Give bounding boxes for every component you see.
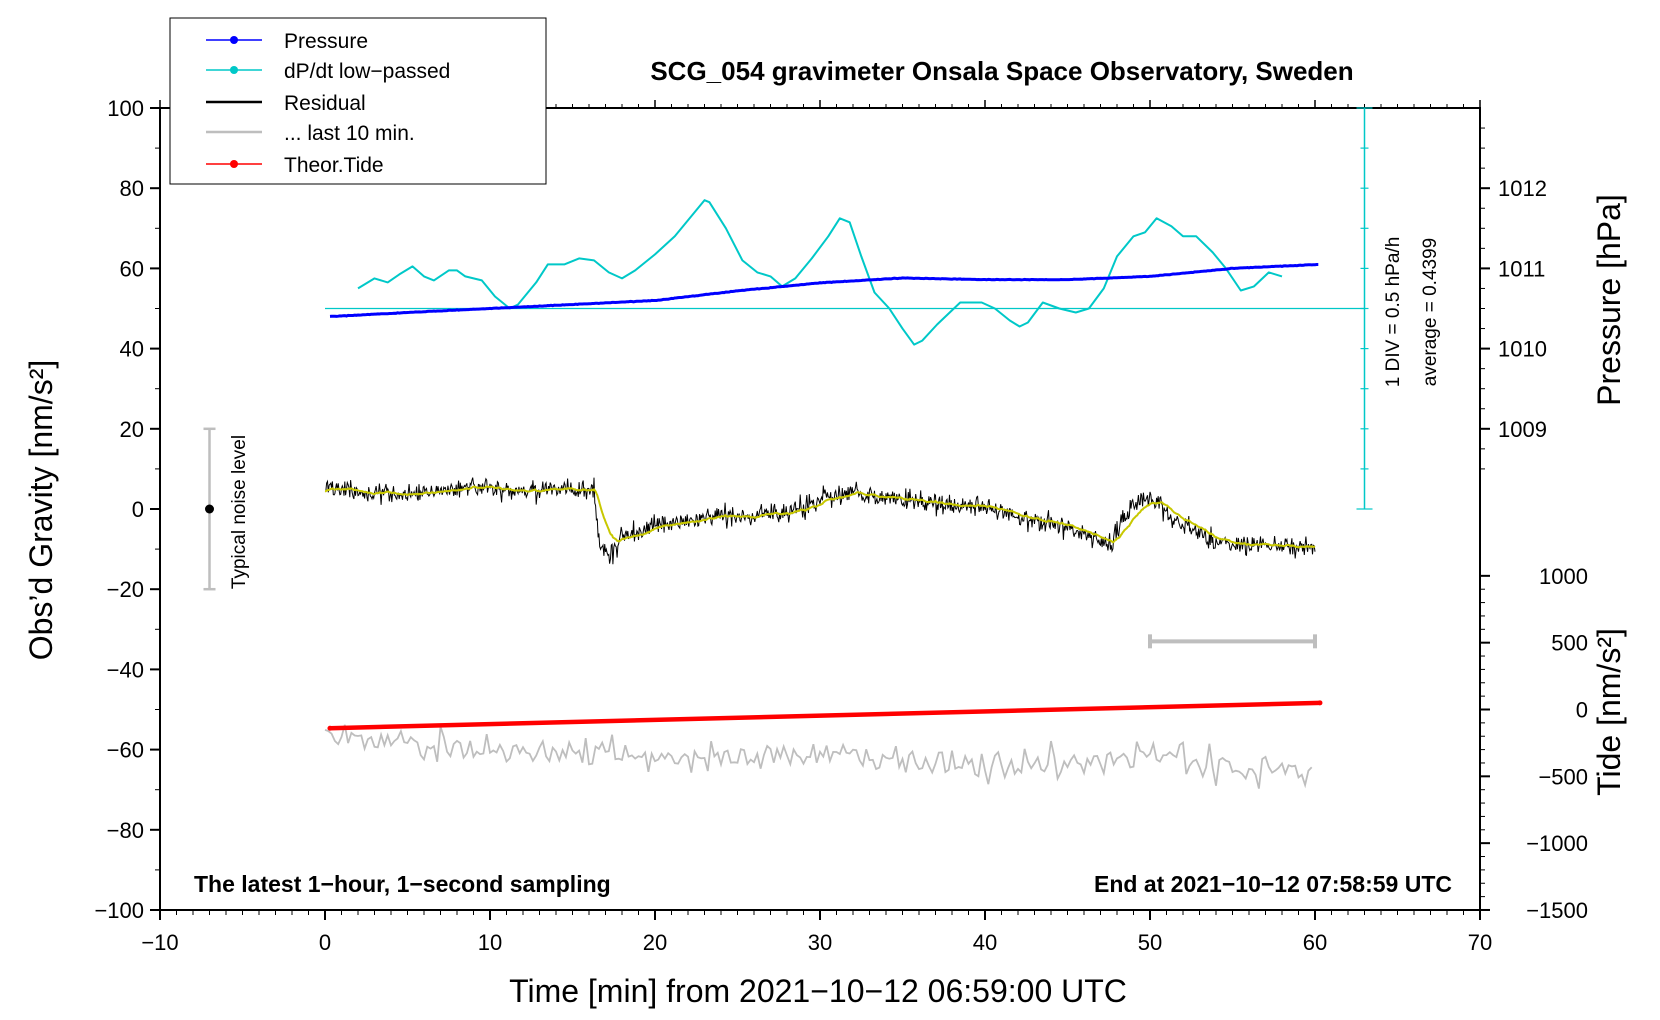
y-tick-label: 20 — [120, 417, 144, 442]
noise-level-label: Typical noise level — [229, 435, 250, 589]
legend-marker — [230, 160, 238, 168]
annotation-end-time: End at 2021−10−12 07:58:59 UTC — [1094, 871, 1452, 897]
legend-label-residual: Residual — [284, 92, 366, 115]
tide-tick-label: −500 — [1538, 764, 1588, 789]
x-tick-label: 70 — [1468, 930, 1492, 955]
y-tick-label: −100 — [94, 898, 144, 923]
minor-ticks — [155, 104, 1464, 915]
tide-tick-label: −1000 — [1526, 831, 1588, 856]
y-axis-title-tide: Tide [nm/s²] — [1591, 628, 1627, 796]
residual-series — [324, 477, 1316, 565]
tide-tick-label: 1000 — [1539, 564, 1588, 589]
tide-axis-ticks: −1500 −1000 −500 0 500 1000 — [1480, 564, 1588, 923]
legend-label-dpdt: dP/dt low−passed — [284, 60, 450, 83]
noise-bar-center — [205, 504, 214, 514]
y-axis-title-pressure: Pressure [hPa] — [1591, 194, 1627, 406]
pressure-tick-label: 1009 — [1498, 417, 1547, 442]
pressure-series — [329, 263, 1319, 318]
x-tick-label: 60 — [1303, 930, 1327, 955]
x-tick-label: 20 — [643, 930, 667, 955]
chart-extras — [203, 427, 1317, 649]
tide-point-end — [1317, 700, 1323, 706]
residual-line — [324, 477, 1316, 565]
pressure-tick-label: 1010 — [1498, 337, 1547, 362]
dpdt-line — [357, 199, 1283, 346]
tide-tick-label: 0 — [1576, 698, 1588, 723]
legend-label-pressure: Pressure — [284, 30, 368, 53]
y-axis-ticks: −100 −80 −60 −40 −20 0 20 40 60 80 100 — [94, 96, 160, 923]
residual-smoothed-line — [325, 485, 1316, 549]
tide-line — [329, 700, 1321, 731]
dpdt-average-label: average = 0.4399 — [1420, 238, 1441, 386]
legend-marker — [230, 36, 238, 44]
tide-tick-label: 500 — [1551, 631, 1588, 656]
x-tick-label: 30 — [808, 930, 832, 955]
y-tick-label: −40 — [107, 657, 144, 682]
pressure-axis-ticks: 1009 1010 1011 1012 — [1480, 127, 1547, 470]
y-tick-label: −20 — [107, 577, 144, 602]
legend-label-last-10-min: ... last 10 min. — [284, 122, 415, 145]
x-tick-label: 50 — [1138, 930, 1162, 955]
tide-point-start — [327, 725, 333, 731]
chart-title: SCG_054 gravimeter Onsala Space Observat… — [650, 56, 1353, 86]
pressure-tick-label: 1011 — [1498, 256, 1545, 281]
annotation-sampling: The latest 1−hour, 1−second sampling — [194, 871, 611, 897]
last-10-min-line — [324, 724, 1313, 789]
last-10-min-series — [324, 724, 1313, 789]
x-tick-label: 10 — [478, 930, 502, 955]
x-axis-ticks: −10 0 10 20 30 40 50 60 70 — [141, 100, 1492, 955]
pressure-tick-label: 1012 — [1498, 176, 1547, 201]
y-tick-label: −60 — [107, 738, 144, 763]
pressure-line — [329, 263, 1319, 318]
y-tick-label: −80 — [107, 818, 144, 843]
x-tick-label: 40 — [973, 930, 997, 955]
legend-label-tide: Theor.Tide — [284, 154, 384, 177]
legend-marker — [230, 66, 238, 74]
x-axis-title: Time [min] from 2021−10−12 06:59:00 UTC — [509, 973, 1127, 1009]
theoretical-tide-series — [327, 700, 1323, 731]
x-tick-label: 0 — [319, 930, 331, 955]
legend: Pressure dP/dt low−passed Residual ... l… — [169, 17, 547, 185]
y-tick-label: 40 — [120, 337, 144, 362]
dpdt-scale-label: 1 DIV = 0.5 hPa/h — [1383, 237, 1404, 388]
y-tick-label: 100 — [107, 96, 144, 121]
y-tick-label: 80 — [120, 176, 144, 201]
y-axis-title-left: Obs’d Gravity [nm/s²] — [23, 360, 59, 661]
tide-tick-label: −1500 — [1526, 898, 1588, 923]
legend-markers — [206, 36, 262, 168]
x-tick-label: −10 — [141, 930, 178, 955]
y-tick-label: 0 — [132, 497, 144, 522]
y-tick-label: 60 — [120, 256, 144, 281]
